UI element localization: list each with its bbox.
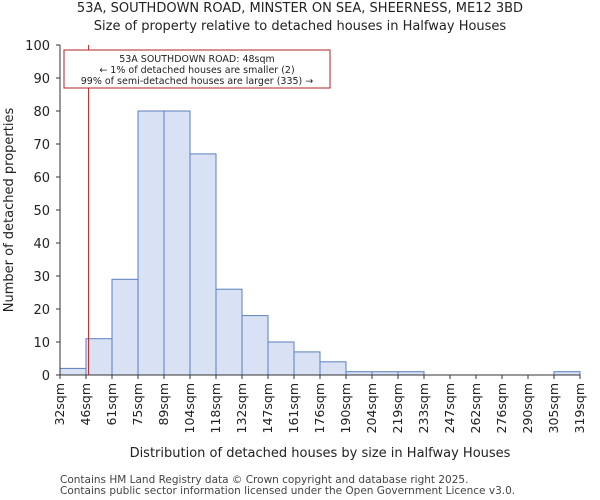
histogram-chart: 0 10 20 30 40 50 60 70 80 90 100 32sqm 46sqm 61sqm 75…	[2, 39, 587, 461]
y-tick-label: 100	[25, 39, 50, 54]
x-tick-label: 89sqm	[156, 383, 171, 426]
y-tick-label: 20	[33, 303, 50, 318]
x-tick-label: 233sqm	[416, 383, 431, 433]
y-tick-label: 10	[33, 336, 50, 351]
annotation-line-1: 53A SOUTHDOWN ROAD: 48sqm	[119, 54, 275, 65]
annotation-border	[63, 49, 331, 89]
x-tick-label: 262sqm	[468, 383, 483, 433]
histogram-bar	[241, 315, 269, 376]
x-tick-label: 147sqm	[260, 383, 275, 433]
y-tick-label: 80	[33, 105, 50, 120]
histogram-bar	[319, 361, 347, 376]
histogram-bar	[293, 351, 321, 376]
histogram-bar	[215, 288, 243, 376]
x-tick-label: 61sqm	[104, 383, 119, 426]
x-tick-label: 118sqm	[208, 383, 223, 433]
annotation-line-3: 99% of semi-detached houses are larger (…	[81, 76, 314, 87]
x-tick-label: 305sqm	[546, 383, 561, 433]
x-tick-label: 219sqm	[390, 383, 405, 433]
footer-licence: Contains public sector information licen…	[60, 485, 516, 497]
y-tick-label: 0	[42, 369, 50, 384]
x-tick-label: 104sqm	[182, 383, 197, 433]
annotation-line-2: ← 1% of detached houses are smaller (2)	[99, 65, 294, 76]
footer-copyright: Contains HM Land Registry data © Crown c…	[60, 474, 469, 486]
chart-title: 53A, SOUTHDOWN ROAD, MINSTER ON SEA, SHE…	[76, 1, 524, 16]
y-tick-label: 90	[33, 72, 50, 87]
x-tick-label: 161sqm	[286, 383, 301, 433]
y-tick-label: 70	[33, 138, 50, 153]
annotation-box: 53A SOUTHDOWN ROAD: 48sqm ← 1% of detach…	[63, 49, 331, 89]
y-tick-label: 50	[33, 204, 50, 219]
x-tick-label: 319sqm	[572, 383, 587, 433]
y-tick-label: 30	[33, 270, 50, 285]
y-tick-label: 60	[33, 171, 50, 186]
x-axis-label: Distribution of detached houses by size …	[130, 446, 511, 461]
x-tick-label: 290sqm	[520, 383, 535, 433]
x-tick-label: 32sqm	[52, 383, 67, 426]
histogram-bar	[137, 110, 165, 376]
x-tick-label: 176sqm	[312, 383, 327, 433]
y-axis-label: Number of detached properties	[2, 108, 17, 313]
histogram-bar	[189, 153, 217, 376]
x-tick-label: 204sqm	[364, 383, 379, 433]
x-tick-label: 132sqm	[234, 383, 249, 433]
x-tick-label: 190sqm	[338, 383, 353, 433]
histogram-bar	[267, 341, 295, 376]
histogram-bar	[59, 367, 87, 376]
histogram-bar	[163, 110, 191, 376]
x-tick-label: 75sqm	[130, 383, 145, 426]
y-tick-label: 40	[33, 237, 50, 252]
histogram-bar	[111, 278, 139, 376]
x-tick-label: 247sqm	[442, 383, 457, 433]
chart-subtitle: Size of property relative to detached ho…	[93, 19, 507, 34]
histogram-bar	[85, 338, 113, 376]
x-tick-label: 46sqm	[78, 383, 93, 426]
x-tick-label: 276sqm	[494, 383, 509, 433]
